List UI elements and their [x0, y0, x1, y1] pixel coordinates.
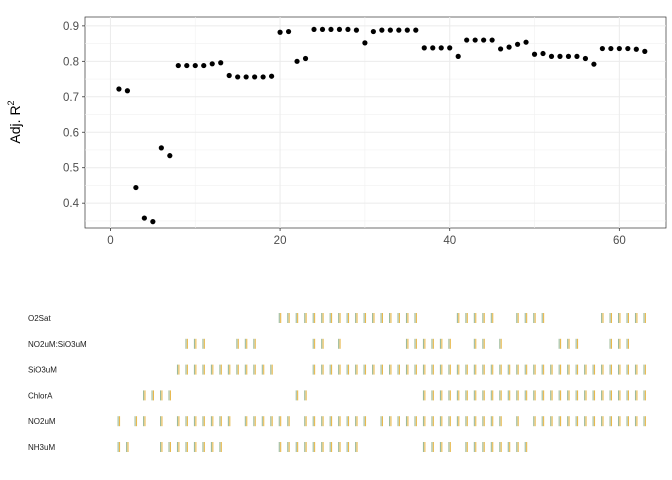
- data-point: [184, 62, 190, 69]
- data-point: [540, 50, 546, 57]
- y-axis-ticks: 0.4 0.5 0.6 0.7 0.8 0.9: [63, 21, 85, 210]
- data-point: [464, 37, 470, 43]
- data-point: [218, 60, 224, 66]
- presence-row: SiO3uM: [28, 364, 646, 375]
- data-point: [379, 27, 385, 33]
- data-point: [370, 28, 376, 35]
- data-point: [268, 73, 275, 79]
- presence-row-label: NH3uM: [28, 443, 55, 452]
- data-point: [133, 184, 139, 191]
- data-point: [616, 45, 622, 52]
- data-point: [455, 53, 461, 59]
- data-point: [260, 74, 266, 80]
- y-axis-title: Adj. R2: [6, 100, 23, 143]
- scatter-plot-area: [84, 16, 667, 229]
- presence-row-label: NO2uM: [28, 417, 56, 426]
- data-point: [625, 45, 631, 52]
- data-point: [124, 88, 131, 94]
- data-point: [158, 145, 164, 151]
- data-point: [192, 62, 198, 69]
- data-point: [404, 27, 410, 33]
- data-point: [387, 27, 393, 33]
- data-point: [243, 74, 249, 80]
- data-point: [294, 58, 300, 64]
- data-point: [345, 26, 351, 33]
- y-tick-label: 0.7: [63, 92, 79, 104]
- y-tick-label: 0.6: [63, 127, 79, 139]
- x-axis-ticks: 0 20 40 60: [107, 228, 626, 247]
- data-point: [252, 74, 258, 80]
- data-point: [226, 72, 232, 79]
- y-tick-label: 0.4: [63, 198, 80, 210]
- presence-rows: O2Sat NO2uM:SiO3uM SiO3uM ChlorA NO2uM NH3uM: [28, 313, 646, 452]
- scatter-gridlines: [85, 17, 666, 228]
- y-axis-title-superscript: 2: [6, 100, 16, 105]
- data-point: [498, 46, 504, 52]
- x-tick-label: 60: [613, 235, 626, 247]
- x-tick-label: 40: [443, 235, 456, 247]
- data-point: [548, 53, 555, 59]
- data-point: [574, 53, 580, 59]
- data-point: [447, 45, 453, 51]
- data-point: [201, 62, 207, 69]
- data-point: [413, 27, 419, 33]
- data-point: [235, 74, 241, 80]
- data-point: [421, 45, 427, 51]
- data-point: [565, 53, 572, 59]
- data-point: [302, 55, 309, 62]
- data-point: [608, 45, 614, 52]
- data-point: [116, 86, 122, 92]
- variable-presence-panel: O2Sat NO2uM:SiO3uM SiO3uM ChlorA NO2uM NH3uM: [28, 313, 646, 452]
- scatter-points: [116, 26, 648, 225]
- presence-row: ChlorA: [28, 390, 646, 401]
- data-point: [506, 44, 512, 50]
- data-point: [438, 45, 444, 51]
- data-point: [285, 28, 292, 35]
- data-point: [489, 37, 495, 43]
- data-point: [362, 40, 368, 46]
- x-tick-label: 20: [274, 235, 287, 247]
- data-point: [557, 53, 563, 59]
- data-point: [523, 39, 529, 45]
- data-point: [481, 37, 487, 43]
- presence-row: O2Sat: [28, 313, 646, 323]
- data-point: [472, 37, 478, 43]
- presence-row-label: O2Sat: [28, 314, 51, 323]
- data-point: [582, 55, 589, 62]
- presence-row-label: SiO3uM: [28, 366, 57, 375]
- scatter-panel: 0.4 0.5 0.6 0.7 0.8 0.9 0 20 40 60 Adj. R2: [6, 16, 667, 247]
- y-tick-label: 0.8: [63, 56, 79, 68]
- presence-row: NO2uM: [28, 416, 646, 427]
- y-tick-label: 0.9: [63, 21, 79, 33]
- presence-row-label: ChlorA: [28, 391, 53, 400]
- data-point: [328, 26, 334, 33]
- data-point: [531, 51, 538, 57]
- data-point: [514, 41, 521, 47]
- data-point: [336, 26, 343, 33]
- data-point: [150, 219, 156, 225]
- presence-row: NH3uM: [28, 442, 528, 452]
- data-point: [277, 29, 283, 35]
- data-point: [642, 48, 648, 54]
- data-point: [633, 46, 639, 52]
- data-point: [353, 27, 360, 33]
- data-point: [591, 61, 597, 67]
- data-point: [209, 61, 215, 67]
- data-point: [175, 62, 181, 69]
- y-tick-label: 0.5: [63, 163, 79, 175]
- data-point: [396, 27, 402, 33]
- presence-row-label: NO2uM:SiO3uM: [28, 340, 87, 349]
- x-tick-label: 0: [107, 235, 113, 247]
- data-point: [599, 45, 605, 52]
- data-point: [141, 215, 147, 221]
- data-point: [319, 26, 326, 33]
- data-point: [311, 26, 317, 33]
- presence-row: NO2uM:SiO3uM: [28, 338, 629, 349]
- data-point: [430, 45, 436, 51]
- y-axis-title-text: Adj. R: [7, 105, 23, 143]
- data-point: [167, 153, 173, 159]
